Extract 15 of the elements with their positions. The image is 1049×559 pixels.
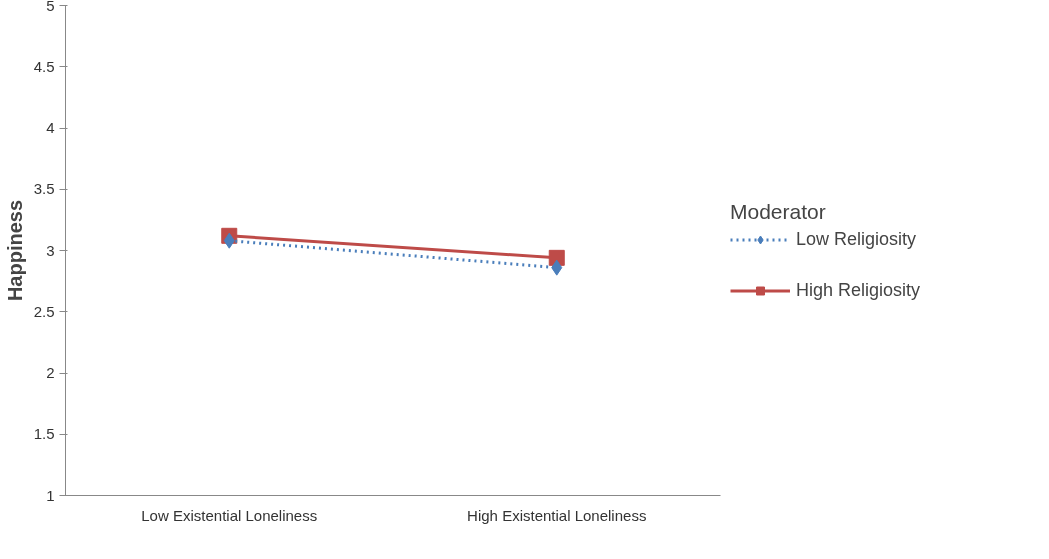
y-tick-label: 3.5 <box>33 180 55 198</box>
y-tick-label: 2 <box>46 364 55 381</box>
legend-title: Moderator <box>730 199 827 224</box>
y-tick-label: 1.5 <box>33 425 55 443</box>
y-tick-label: 2.5 <box>33 302 55 320</box>
legend-label: High Religiosity <box>796 279 921 301</box>
y-tick-label: 4.5 <box>33 57 55 75</box>
y-tick-label: 5 <box>46 0 55 14</box>
legend-label: Low Religiosity <box>796 228 917 250</box>
x-tick-label: High Existential Loneliness <box>467 506 647 524</box>
y-tick-label: 4 <box>46 119 55 136</box>
y-tick-label: 3 <box>46 241 55 259</box>
x-tick-label: Low Existential Loneliness <box>141 506 318 524</box>
y-tick-label: 1 <box>46 486 55 504</box>
y-axis-title: Happiness <box>3 199 26 302</box>
